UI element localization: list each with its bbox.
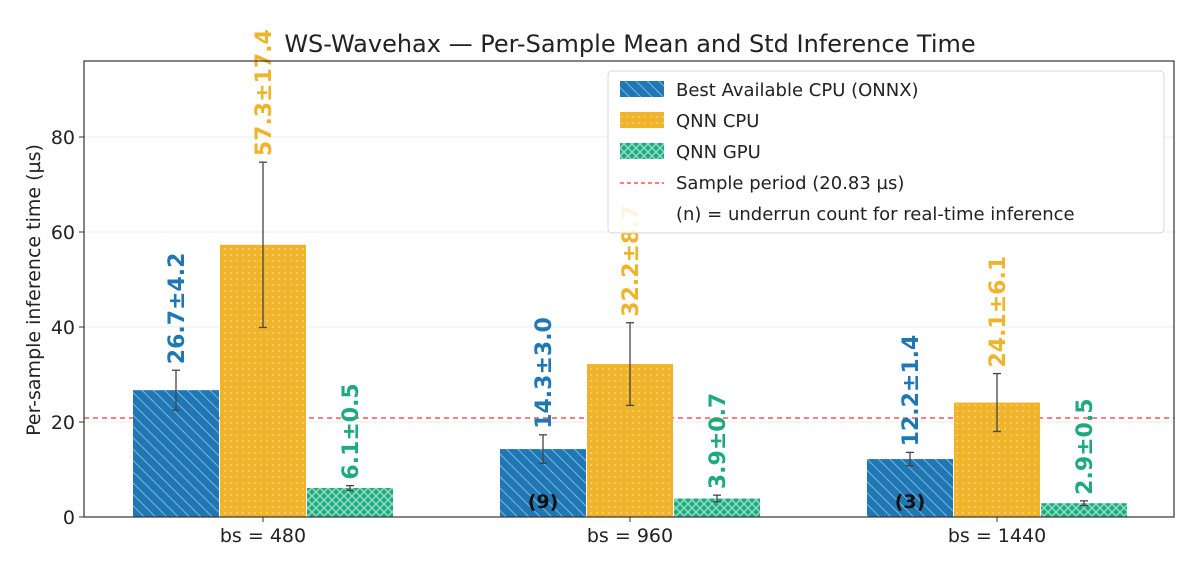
bar-qnn-gpu-bs-480 [307, 488, 393, 517]
bar-qnn-gpu-bs-960 [674, 498, 760, 517]
underrun-count: (9) [528, 491, 559, 513]
legend-label-qnn-gpu: QNN GPU [676, 142, 761, 163]
value-label: 3.9±0.7 [706, 393, 731, 489]
underrun-count: (3) [895, 491, 926, 513]
y-tick-label: 80 [51, 127, 75, 149]
y-ticks-layer: 0 20 40 60 80 [51, 127, 84, 529]
value-label: 24.1±6.1 [986, 256, 1011, 368]
legend-swatch-qnn-gpu [620, 143, 664, 159]
legend-label-qnn-cpu: QNN CPU [676, 111, 759, 132]
y-tick-label: 0 [63, 507, 75, 529]
value-label: 26.7±4.2 [165, 253, 190, 365]
bars-layer [133, 161, 1127, 517]
value-label: 6.1±0.5 [339, 383, 364, 479]
legend-swatch-cpu-onnx [620, 81, 664, 97]
y-tick-label: 60 [51, 222, 75, 244]
y-tick-label: 20 [51, 412, 75, 434]
plot-frame [83, 60, 1175, 518]
x-tick-label: bs = 1440 [948, 525, 1046, 547]
chart-title: WS-Wavehax — Per-Sample Mean and Std Inf… [284, 30, 975, 58]
bar-qnn-gpu-bs-1440 [1041, 503, 1127, 517]
y-axis-title: Per-sample inference time (µs) [23, 144, 45, 436]
legend-frame [607, 70, 1165, 234]
bar-best-available-cpu-onnx-bs-1440 [867, 459, 953, 517]
value-label: 57.3±17.4 [252, 29, 277, 156]
value-label: 12.2±1.4 [899, 335, 924, 447]
x-tick-label: bs = 960 [587, 525, 673, 547]
legend-label-sample-period: Sample period (20.83 µs) [676, 173, 904, 194]
value-label: 2.9±0.5 [1073, 398, 1098, 494]
x-ticks-layer: bs = 480 bs = 960 bs = 1440 [220, 517, 1046, 547]
legend-label-cpu-onnx: Best Available CPU (ONNX) [676, 80, 919, 101]
y-tick-label: 40 [51, 317, 75, 339]
bar-best-available-cpu-onnx-bs-480 [133, 390, 219, 517]
legend: Best Available CPU (ONNX) QNN CPU QNN GP… [607, 70, 1165, 234]
x-tick-label: bs = 480 [220, 525, 306, 547]
legend-note: (n) = underrun count for real-time infer… [676, 204, 1075, 225]
legend-swatch-qnn-cpu [620, 112, 664, 128]
value-label: 14.3±3.0 [532, 317, 557, 429]
